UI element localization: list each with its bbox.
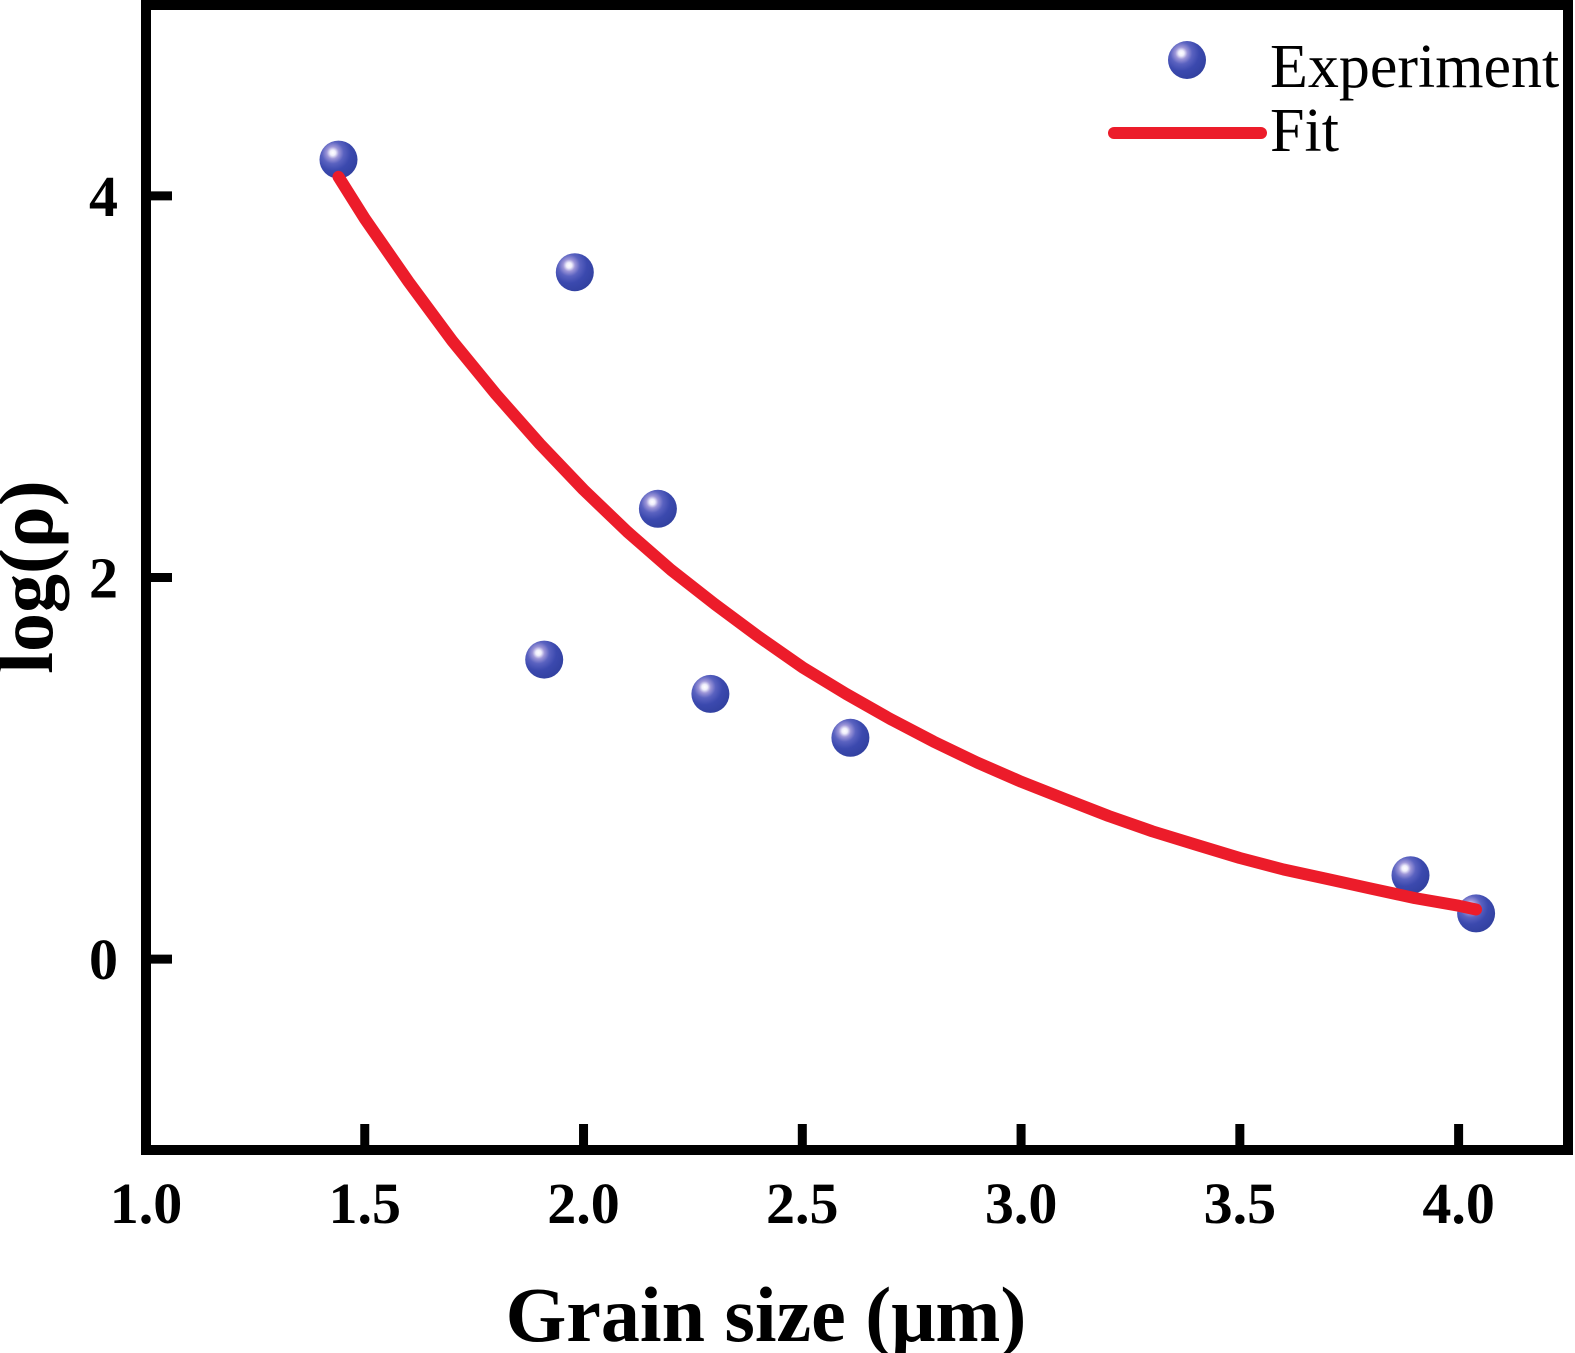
x-axis-label: Grain size (μm) [506,1271,1027,1353]
legend: Experiment Fit [1108,33,1559,165]
x-tick-label: 2.5 [766,1171,839,1236]
data-point [1391,856,1430,895]
y-axis-ticks [146,191,172,964]
y-axis-tick-labels: 0 2 4 [89,164,118,992]
fit-line [332,170,1483,916]
legend-experiment-label: Experiment [1270,33,1559,101]
y-axis-label: log(ρ) [0,480,69,673]
data-point [691,674,730,713]
y-tick-label: 4 [89,164,118,229]
y-tick-label: 0 [89,927,118,992]
data-point [525,640,564,679]
legend-experiment-marker-icon [1168,41,1206,79]
data-point [638,489,677,528]
legend-fit-label: Fit [1270,97,1339,165]
x-axis-tick-labels: 1.0 1.5 2.0 2.5 3.0 3.5 4.0 [110,1171,1495,1236]
data-point [555,253,594,292]
x-tick-label: 4.0 [1422,1171,1495,1236]
data-point [319,140,358,179]
x-tick-label: 3.0 [985,1171,1058,1236]
x-axis-ticks [141,1124,1464,1150]
plot-frame [141,0,1573,1155]
experiment-scatter-series [319,140,1496,933]
x-tick-label: 1.5 [329,1171,402,1236]
data-point [831,718,870,757]
x-tick-label: 1.0 [110,1171,183,1236]
y-tick-label: 2 [89,546,118,611]
x-tick-label: 3.5 [1204,1171,1277,1236]
x-tick-label: 2.0 [547,1171,620,1236]
